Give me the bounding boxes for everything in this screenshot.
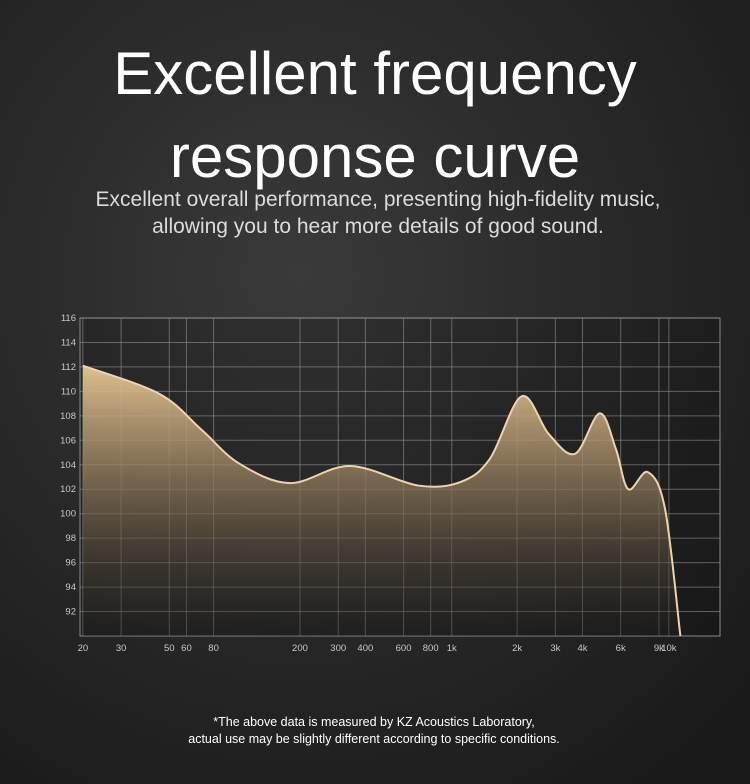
y-tick-label: 98 <box>65 533 76 544</box>
y-tick-label: 114 <box>61 337 76 348</box>
title: Excellent frequency <box>113 40 637 107</box>
x-tick-label: 300 <box>330 643 346 654</box>
y-tick-label: 112 <box>61 362 76 373</box>
title: response curve <box>170 123 580 190</box>
x-tick-label: 600 <box>396 643 412 654</box>
x-tick-label: 4k <box>577 643 587 654</box>
subtitle: Excellent overall performance, presentin… <box>96 188 661 211</box>
x-tick-label: 400 <box>357 643 373 654</box>
y-tick-label: 110 <box>61 386 76 397</box>
x-tick-label: 30 <box>116 643 127 654</box>
x-tick-label: 20 <box>78 643 89 654</box>
x-tick-label: 800 <box>423 643 439 654</box>
curve-fill <box>82 365 681 636</box>
subtitle: allowing you to hear more details of goo… <box>152 215 604 238</box>
footnote: *The above data is measured by KZ Acoust… <box>213 715 534 729</box>
x-tick-label: 50 <box>164 643 175 654</box>
x-tick-label: 10k <box>661 643 677 654</box>
y-tick-label: 102 <box>60 484 76 495</box>
footnote: actual use may be slightly different acc… <box>188 732 560 746</box>
x-tick-label: 80 <box>208 643 219 654</box>
y-tick-label: 104 <box>60 460 76 471</box>
x-tick-label: 3k <box>550 643 560 654</box>
curve <box>82 364 682 637</box>
y-tick-label: 96 <box>65 558 76 569</box>
x-tick-label: 60 <box>181 643 192 654</box>
y-tick-label: 92 <box>65 607 76 618</box>
y-tick-label: 100 <box>60 509 76 520</box>
x-tick-label: 9k <box>654 643 664 654</box>
y-tick-label: 116 <box>61 313 76 324</box>
x-tick-label: 1k <box>447 643 457 654</box>
y-tick-label: 106 <box>60 435 76 446</box>
y-tick-label: 94 <box>65 582 76 593</box>
y-tick-label: 108 <box>60 411 76 422</box>
x-tick-label: 2k <box>512 643 522 654</box>
x-tick-label: 6k <box>616 643 626 654</box>
x-tick-label: 200 <box>292 643 308 654</box>
